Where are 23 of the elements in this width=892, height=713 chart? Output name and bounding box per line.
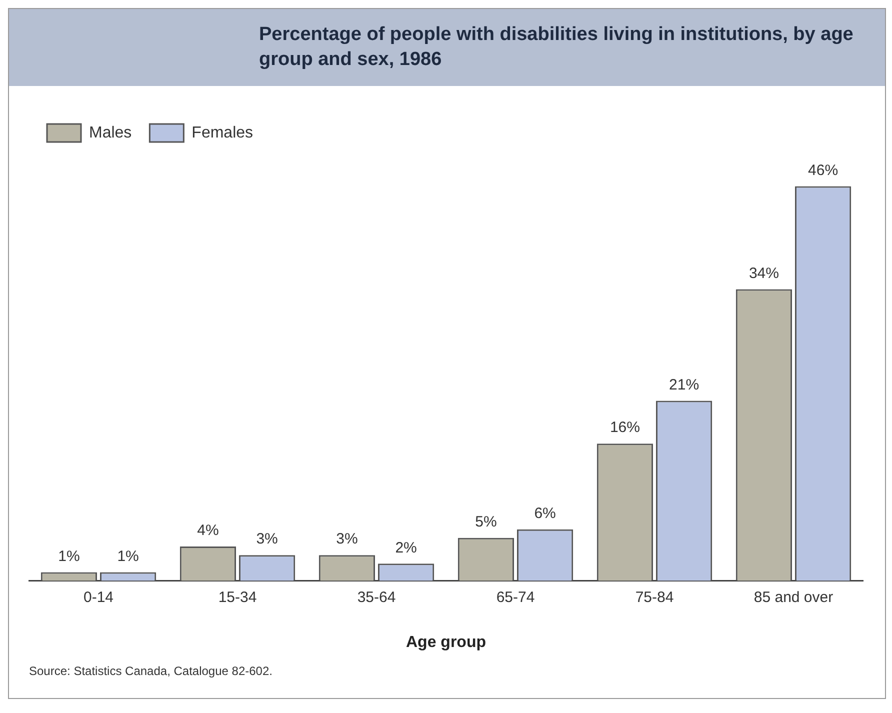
x-tick-label: 65-74 bbox=[496, 589, 535, 606]
source-note: Source: Statistics Canada, Catalogue 82-602. bbox=[28, 663, 274, 680]
legend-label: Females bbox=[192, 124, 254, 142]
x-tick-label: 15-34 bbox=[218, 589, 257, 606]
data-label: 1% bbox=[117, 548, 139, 566]
data-label: 16% bbox=[610, 420, 640, 437]
data-label: 3% bbox=[256, 531, 278, 548]
data-label: 3% bbox=[336, 531, 358, 548]
legend-label: Males bbox=[89, 124, 132, 142]
data-label: 1% bbox=[58, 548, 80, 566]
data-label: 46% bbox=[808, 162, 838, 180]
data-label: 2% bbox=[395, 540, 417, 557]
data-label: 4% bbox=[197, 522, 219, 540]
x-axis-title: Age group bbox=[406, 634, 486, 652]
x-tick-label: 75-84 bbox=[635, 589, 674, 606]
x-tick-label: 85 and over bbox=[754, 589, 834, 606]
data-label: 21% bbox=[669, 376, 700, 394]
data-label: 5% bbox=[475, 514, 497, 531]
x-tick-label: 35-64 bbox=[357, 589, 396, 606]
data-label: 6% bbox=[534, 505, 556, 522]
chart-title: Percentage of people with disabilities living in institutions, by age group and sex, 1986 bbox=[9, 9, 885, 86]
data-label: 34% bbox=[748, 265, 779, 282]
x-tick-label: 0-14 bbox=[83, 589, 114, 606]
